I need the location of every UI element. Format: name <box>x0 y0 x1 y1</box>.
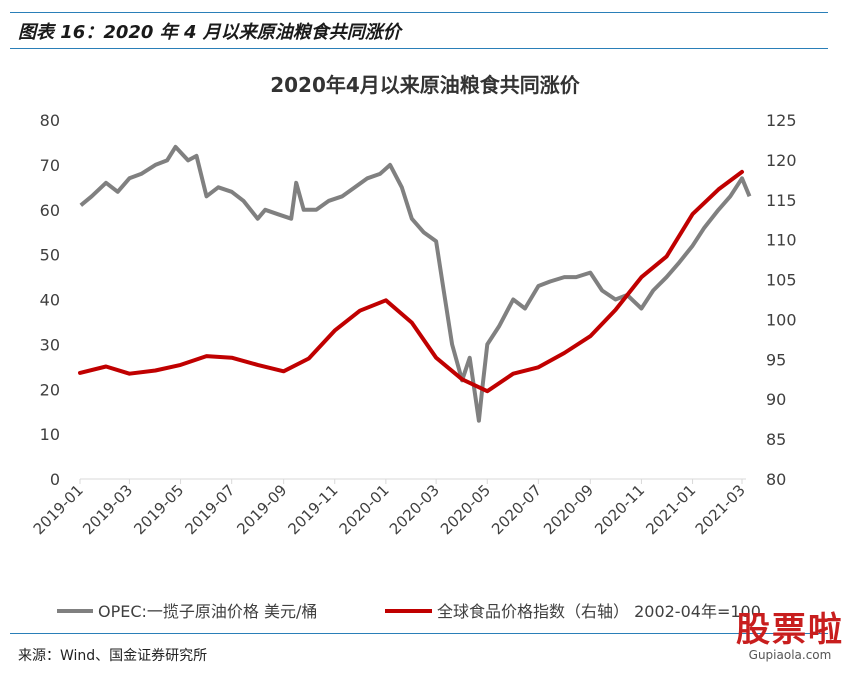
y-right-tick-label: 90 <box>766 390 786 409</box>
y-left-tick-label: 60 <box>40 201 60 220</box>
x-axis-ticks: 2019-012019-032019-052019-072019-092019-… <box>30 479 749 538</box>
series-line-oil <box>79 144 752 423</box>
watermark-url: Gupiaola.com <box>748 648 832 662</box>
x-tick-label: 2020-03 <box>386 481 443 538</box>
legend-label-oil: OPEC:一揽子原油价格 美元/桶 <box>98 602 317 621</box>
y-left-tick-label: 80 <box>40 111 60 130</box>
y-right-tick-label: 110 <box>766 231 797 250</box>
series-line-food <box>78 169 744 394</box>
top-rule <box>10 12 828 13</box>
y-left-tick-label: 40 <box>40 291 60 310</box>
left-axis-ticks: 0 10 20 30 40 50 60 70 80 <box>40 111 60 489</box>
y-right-tick-label: 95 <box>766 350 786 369</box>
x-tick-label: 2019-03 <box>79 481 136 538</box>
x-tick-label: 2019-11 <box>285 481 342 538</box>
y-left-tick-label: 70 <box>40 156 60 175</box>
x-tick-label: 2019-05 <box>130 481 187 538</box>
y-left-tick-label: 50 <box>40 246 60 265</box>
y-left-tick-label: 20 <box>40 380 60 399</box>
y-left-tick-label: 10 <box>40 425 60 444</box>
watermark-text: 股票啦 <box>736 610 844 650</box>
y-right-tick-label: 115 <box>766 191 797 210</box>
y-right-tick-label: 85 <box>766 430 786 449</box>
x-tick-label: 2019-09 <box>233 481 290 538</box>
x-tick-label: 2020-09 <box>540 481 597 538</box>
source-note: 来源：Wind、国金证券研究所 <box>18 648 208 664</box>
y-right-tick-label: 80 <box>766 470 786 489</box>
chart-title: 2020年4月以来原油粮食共同涨价 <box>270 73 581 97</box>
title-rule <box>10 48 828 49</box>
x-tick-label: 2019-07 <box>181 481 238 538</box>
y-right-tick-label: 100 <box>766 310 797 329</box>
watermark-logo: 股票啦 Gupiaola.com <box>736 612 844 662</box>
y-right-tick-label: 105 <box>766 271 797 290</box>
x-tick-label: 2019-01 <box>30 481 87 538</box>
x-tick-label: 2021-01 <box>642 481 699 538</box>
x-tick-label: 2020-01 <box>336 481 393 538</box>
y-left-tick-label: 30 <box>40 335 60 354</box>
legend-label-food: 全球食品价格指数（右轴） 2002-04年=100 <box>437 602 761 621</box>
figure-title: 图表 16：2020 年 4 月以来原油粮食共同涨价 <box>18 22 401 43</box>
x-tick-label: 2021-03 <box>692 481 749 538</box>
y-right-tick-label: 120 <box>766 151 797 170</box>
x-tick-label: 2020-07 <box>488 481 545 538</box>
legend: OPEC:一揽子原油价格 美元/桶 全球食品价格指数（右轴） 2002-04年=… <box>57 602 761 621</box>
footer-rule <box>10 633 828 634</box>
x-tick-label: 2020-11 <box>591 481 648 538</box>
y-right-tick-label: 125 <box>766 111 797 130</box>
x-tick-label: 2020-05 <box>437 481 494 538</box>
y-left-tick-label: 0 <box>50 470 60 489</box>
right-axis-ticks: 80 85 90 95 100 105 110 115 120 125 <box>766 111 797 489</box>
